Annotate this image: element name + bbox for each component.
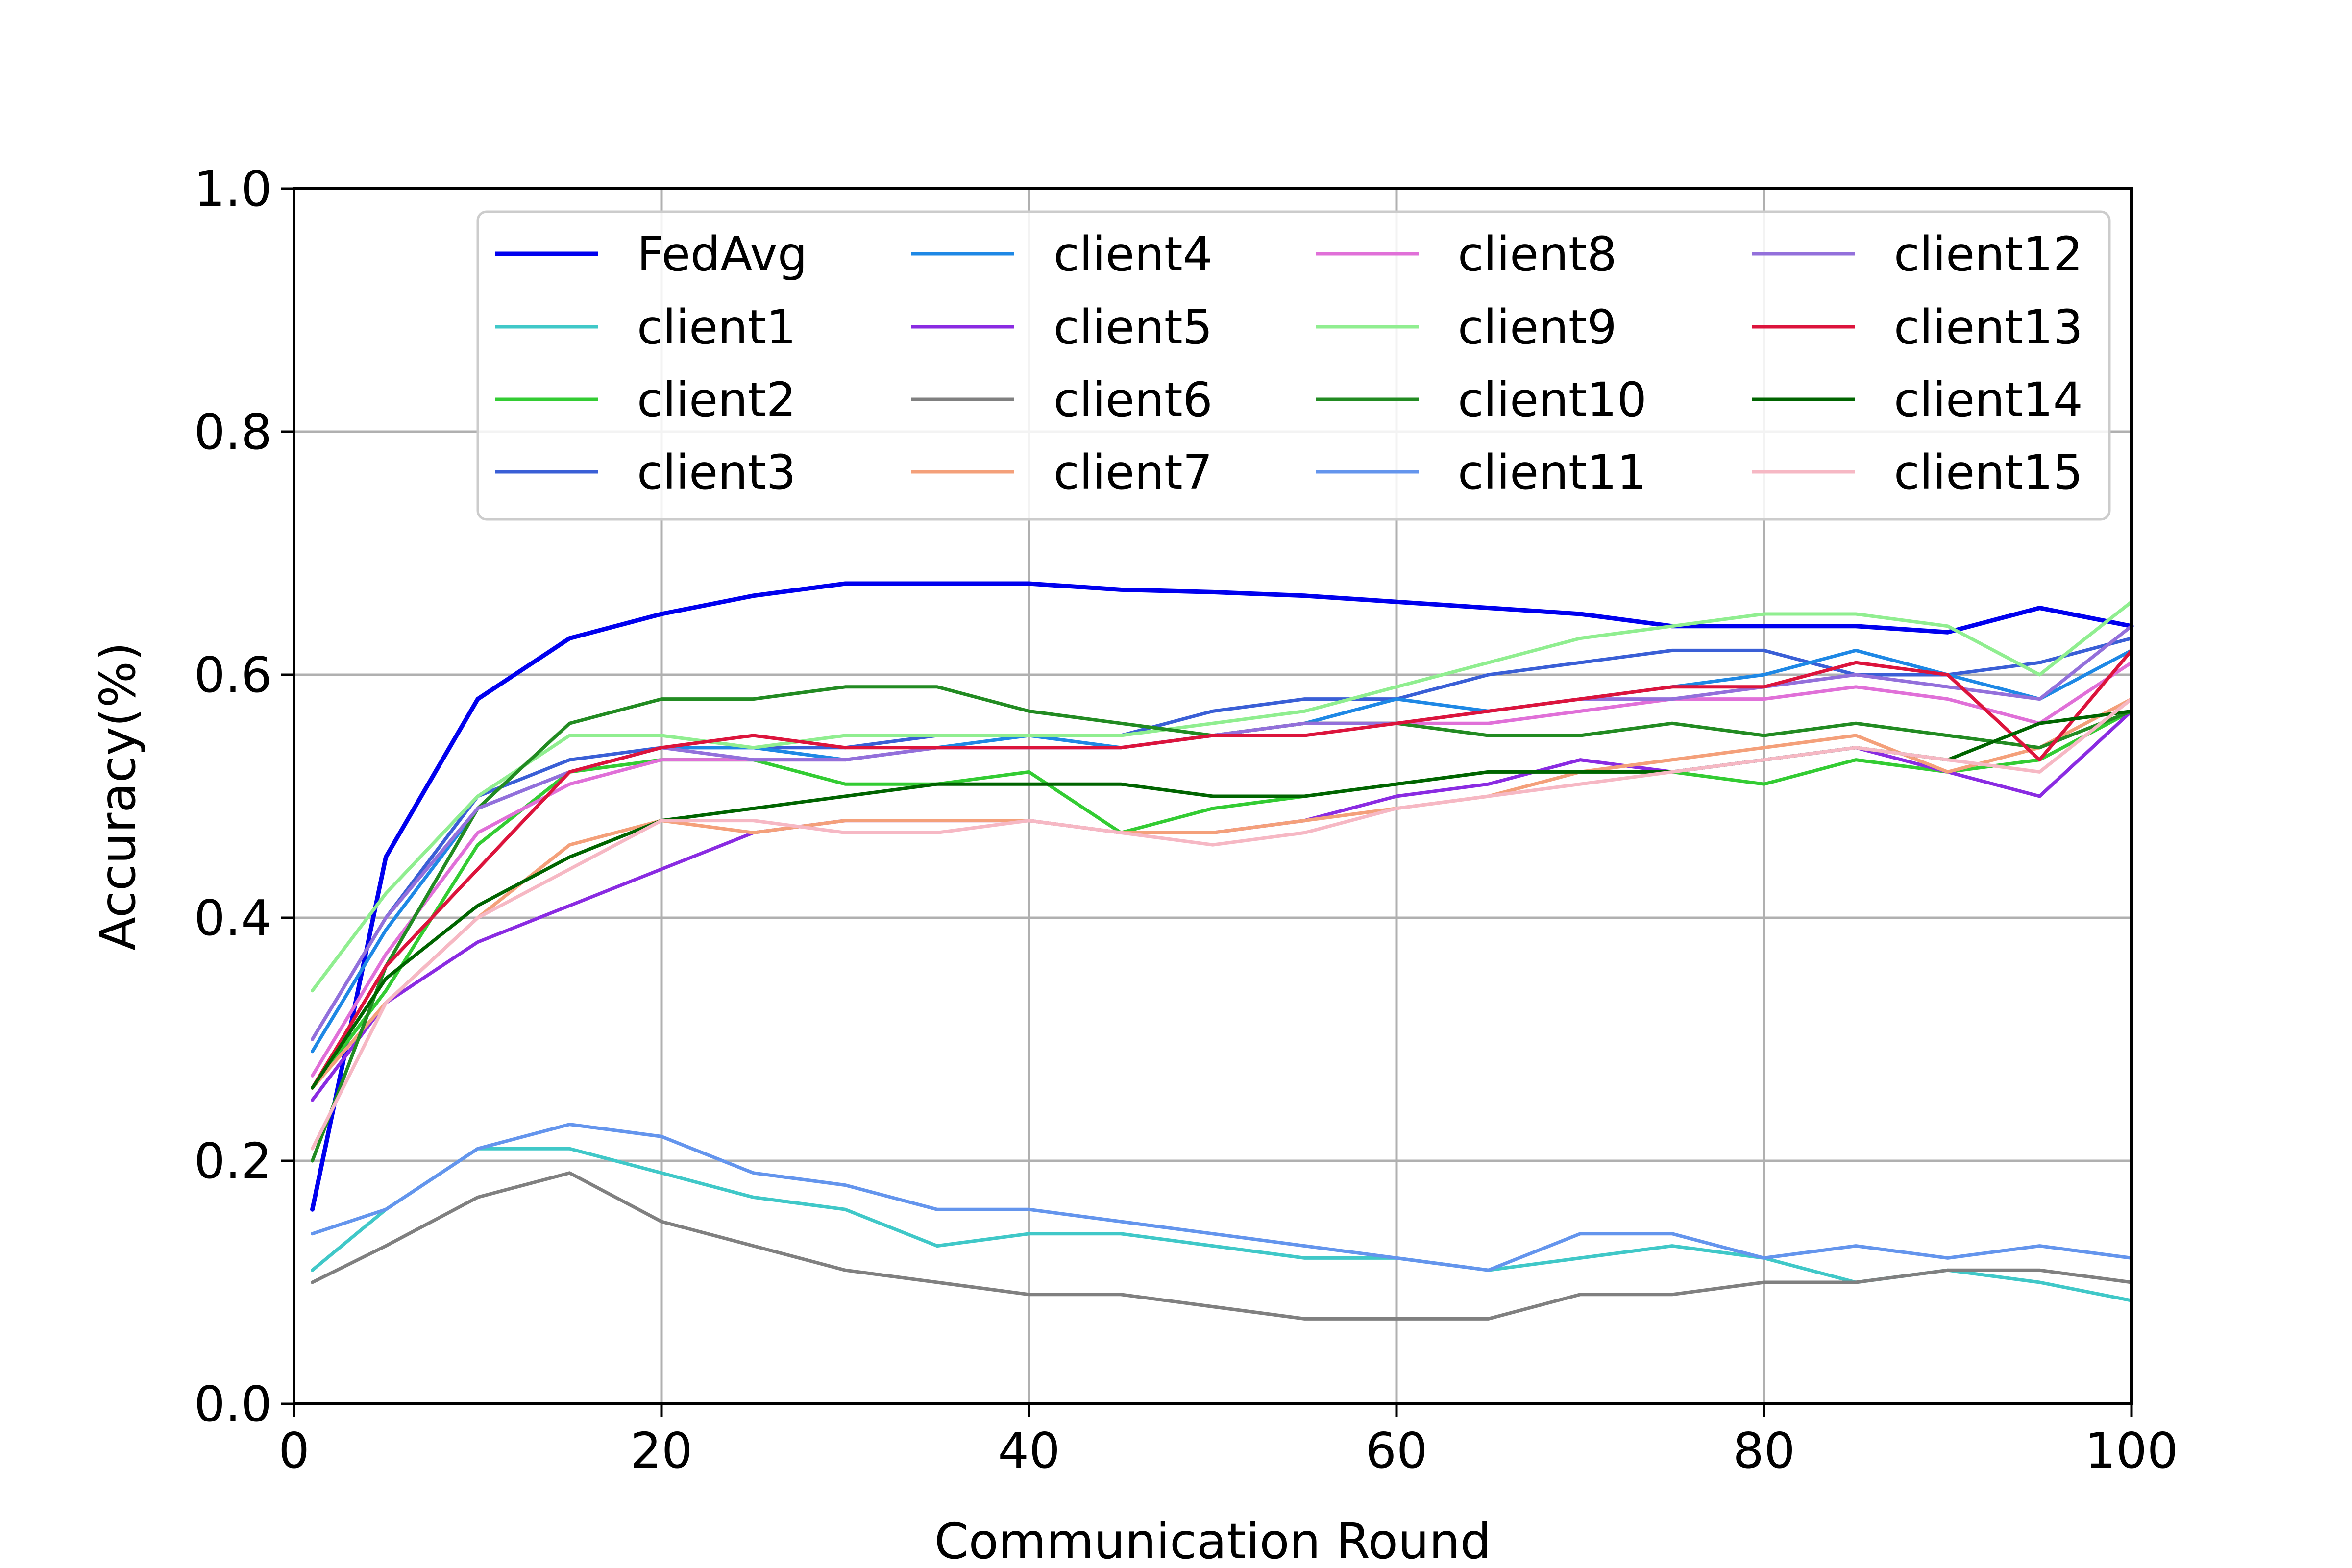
legend-label-client9: client9 (1458, 300, 1617, 355)
y-tick-label: 0.4 (194, 889, 272, 947)
legend-label-FedAvg: FedAvg (637, 227, 808, 282)
x-axis-label: Communication Round (934, 1513, 1491, 1568)
axis-ticks: 0 20 40 60 80 100 0.0 0.2 0.4 0.6 0.8 1.0 (194, 160, 2178, 1479)
series-line-client3 (311, 637, 2133, 1041)
legend-label-client4: client4 (1054, 227, 1213, 282)
legend-label-client1: client1 (637, 300, 796, 355)
series-line-client2 (311, 709, 2133, 1090)
legend-label-client3: client3 (637, 445, 796, 500)
legend-label-client15: client15 (1894, 445, 2083, 500)
y-axis-label: Accuracy(%) (89, 642, 147, 951)
legend-label-client8: client8 (1458, 227, 1617, 282)
series-lines (310, 581, 2134, 1321)
plot-frame (293, 187, 2133, 1405)
series-line-client7 (311, 697, 2133, 1090)
y-tick-label: 0.0 (194, 1375, 272, 1433)
y-tick-label: 0.6 (194, 646, 272, 704)
x-tick-label: 60 (1365, 1422, 1427, 1479)
x-tick-label: 100 (2085, 1422, 2179, 1479)
y-tick-label: 0.8 (194, 403, 272, 461)
legend-label-client2: client2 (637, 372, 796, 427)
legend-label-client5: client5 (1054, 300, 1213, 355)
legend-box (476, 210, 2111, 521)
legend-label-client7: client7 (1054, 445, 1213, 500)
series-line-client13 (311, 648, 2133, 1090)
x-tick-label: 40 (998, 1422, 1060, 1479)
x-tick-label: 20 (630, 1422, 692, 1479)
legend: FedAvg client1 client2 client3 client4 client… (476, 210, 2111, 521)
series-line-client1 (311, 1147, 2133, 1302)
x-tick-label: 80 (1733, 1422, 1795, 1479)
series-line-client15 (311, 697, 2133, 1151)
legend-label-client6: client6 (1054, 372, 1213, 427)
legend-label-client12: client12 (1894, 227, 2083, 282)
series-line-client9 (311, 600, 2133, 993)
series-line-client6 (311, 1171, 2133, 1321)
series-line-client11 (311, 1123, 2133, 1272)
y-tick-label: 1.0 (194, 160, 272, 218)
y-tick-label: 0.2 (194, 1132, 272, 1190)
x-tick-label: 0 (278, 1422, 310, 1479)
legend-label-client10: client10 (1458, 372, 1647, 427)
series-line-FedAvg (310, 581, 2134, 1212)
legend-label-client11: client11 (1458, 445, 1647, 500)
legend-label-client14: client14 (1894, 372, 2083, 427)
legend-label-client13: client13 (1894, 300, 2083, 355)
